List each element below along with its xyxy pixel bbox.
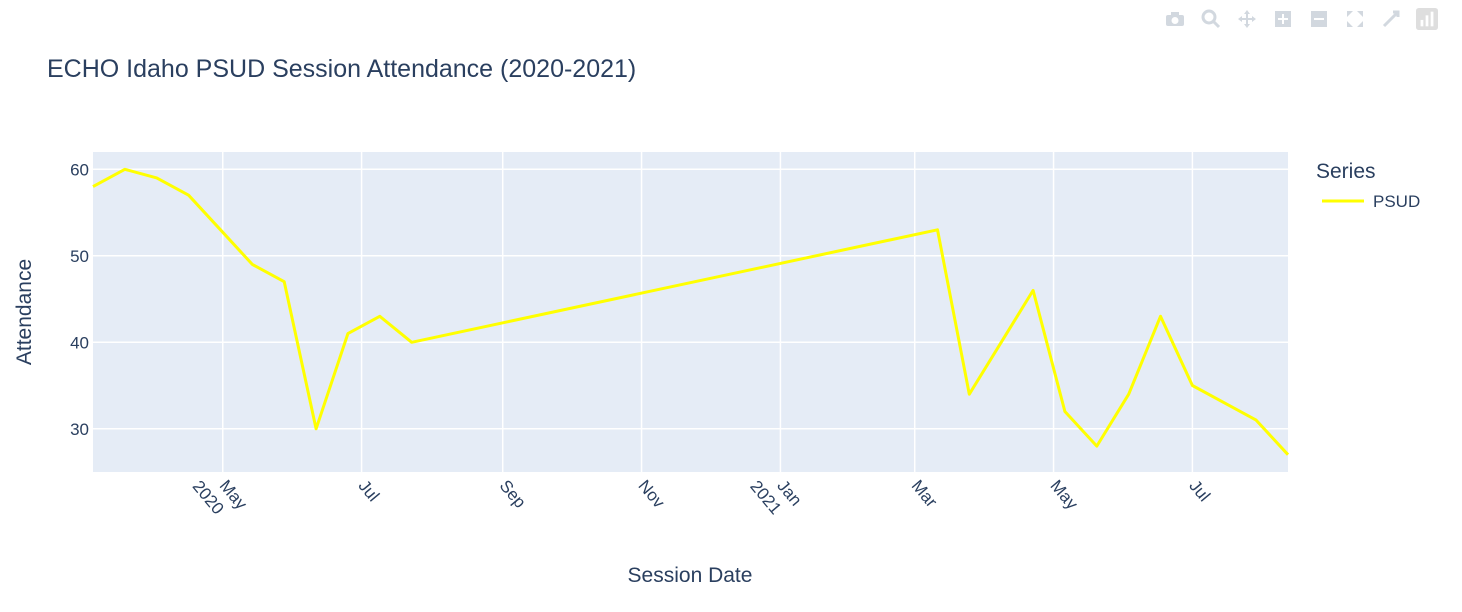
x-tick-label: May (1046, 476, 1082, 513)
zoom-icon[interactable] (1200, 8, 1222, 30)
x-tick-label: Jul (1185, 476, 1214, 505)
legend-item-psud[interactable]: PSUD (1322, 192, 1420, 211)
chart-title: ECHO Idaho PSUD Session Attendance (2020… (47, 55, 636, 83)
x-tick-group: May (1046, 476, 1082, 513)
y-tick-label: 40 (70, 333, 89, 352)
x-gridlines (221, 152, 1194, 472)
legend-label-psud: PSUD (1373, 192, 1420, 211)
x-tick-group: Sep (496, 476, 530, 511)
camera-icon[interactable] (1164, 8, 1186, 30)
x-tick-group: Nov (634, 476, 668, 512)
y-axis-title: Attendance (13, 259, 36, 365)
y-tick-labels: 30 40 50 60 (70, 160, 89, 438)
x-tick-label: Nov (634, 476, 668, 512)
reset-axes-icon[interactable] (1380, 8, 1402, 30)
legend: Series PSUD (1316, 160, 1420, 211)
y-tick-label: 50 (70, 247, 89, 266)
y-gridlines (93, 168, 1288, 430)
zoom-out-icon[interactable] (1308, 8, 1330, 30)
x-tick-group: Mar (908, 476, 942, 511)
x-axis-title: Session Date (628, 564, 753, 587)
y-tick-label: 30 (70, 420, 89, 439)
legend-title: Series (1316, 160, 1376, 183)
x-tick-group: Jul (1185, 476, 1214, 505)
plotly-logo-icon[interactable] (1416, 8, 1438, 30)
series-layer (92, 167, 1290, 456)
x-tick-group: Jul (355, 476, 384, 505)
autoscale-icon[interactable] (1344, 8, 1366, 30)
series-line-psud (92, 167, 1290, 456)
pan-icon[interactable] (1236, 8, 1258, 30)
x-tick-label: Jul (355, 476, 384, 505)
x-tick-label: Mar (908, 476, 942, 511)
y-tick-label: 60 (70, 160, 89, 179)
x-tick-label: Sep (496, 476, 530, 511)
zoom-in-icon[interactable] (1272, 8, 1294, 30)
modebar (1164, 8, 1438, 30)
